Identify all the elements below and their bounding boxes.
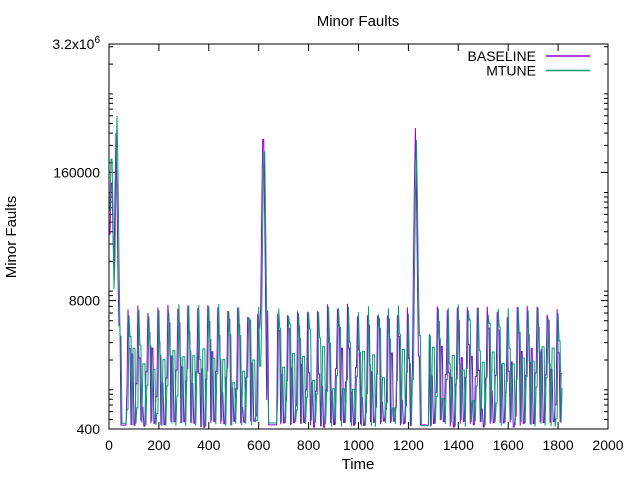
x-tick-label: 1800: [543, 437, 574, 453]
x-tick-label: 1600: [493, 437, 524, 453]
x-tick-label: 1400: [443, 437, 474, 453]
x-tick-label: 800: [297, 437, 321, 453]
y-tick-label: 400: [77, 421, 101, 437]
x-axis-title: Time: [342, 456, 375, 473]
plot-border: [108, 43, 609, 430]
x-tick-label: 2000: [592, 437, 623, 453]
x-tick-label: 1200: [393, 437, 424, 453]
series-line-mtune: [109, 115, 563, 427]
x-tick-marks: [108, 44, 609, 429]
y-tick-label: 8000: [69, 293, 100, 309]
chart-generated-layer: 0 200 400 600 800 1000 1200 1400 1600 1800 2000 400…: [52, 35, 623, 453]
y-minor-tick-marks: [109, 46, 608, 420]
legend-label-baseline: BASELINE: [468, 48, 536, 64]
x-tick-label: 600: [247, 437, 271, 453]
x-tick-label: 400: [197, 437, 221, 453]
y-tick-label: 160000: [53, 164, 100, 180]
x-tick-label: 0: [105, 437, 113, 453]
y-axis-title: Minor Faults: [3, 196, 20, 279]
chart-title: Minor Faults: [317, 13, 400, 30]
y-major-tick-marks: [109, 43, 608, 430]
x-tick-label: 200: [147, 437, 171, 453]
y-tick-label: 3.2x106: [52, 35, 100, 52]
legend-label-mtune: MTUNE: [486, 63, 536, 79]
x-tick-label: 1000: [343, 437, 374, 453]
